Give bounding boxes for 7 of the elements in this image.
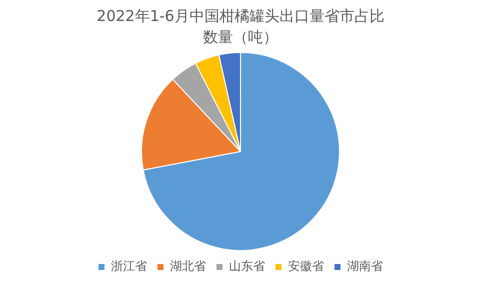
legend-label: 浙江省 <box>111 259 147 274</box>
chart-subtitle: 数量（吨） <box>202 27 279 47</box>
legend-label: 山东省 <box>229 259 265 274</box>
legend-label: 湖南省 <box>347 259 383 274</box>
legend-label: 安徽省 <box>288 259 324 274</box>
legend-label: 湖北省 <box>170 259 206 274</box>
chart-title: 2022年1-6月中国柑橘罐头出口量省市占比 <box>96 6 386 26</box>
